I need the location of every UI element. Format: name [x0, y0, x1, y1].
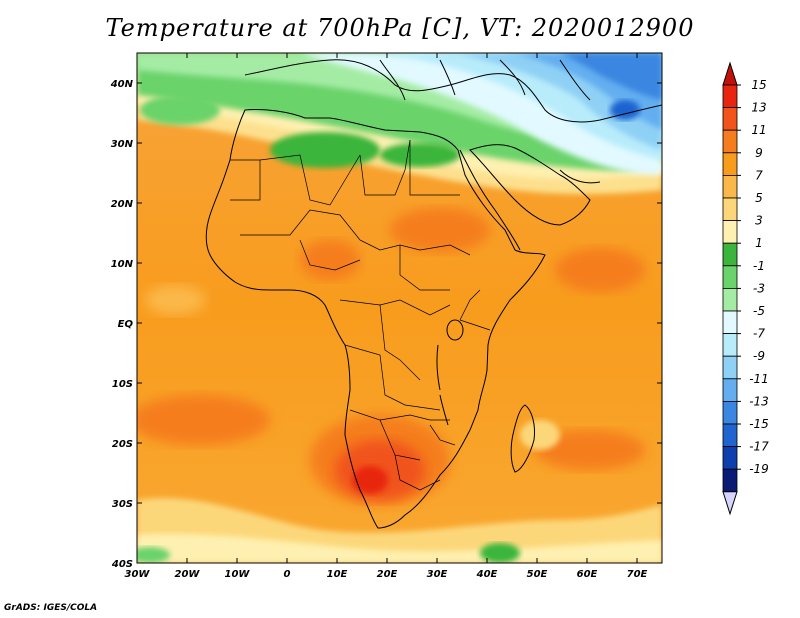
colorbar-swatch: [722, 129, 738, 154]
lat-tick-label: 20N: [111, 199, 134, 210]
colorbar-label: -3: [753, 281, 765, 295]
colorbar: 15 13 11 9 7 5 3 1 -1 -3 -5 -7 -9 -11 -13 -15 -17 -19: [722, 61, 769, 516]
lon-tick-label: 20W: [175, 569, 201, 580]
colorbar-bottom-arrow: [722, 491, 738, 516]
colorbar-label: 9: [755, 146, 763, 160]
colorbar-swatch: [722, 378, 738, 402]
colorbar-swatch: [722, 287, 738, 312]
colorbar-swatch: [722, 174, 738, 199]
colorbar-label: -13: [749, 394, 769, 408]
lat-tick-label: 40N: [110, 79, 134, 90]
colorbar-label: -17: [749, 440, 769, 454]
latitude-axis: 40N 30N 20N 10N EQ 10S 20S 30S 40S: [110, 79, 662, 570]
lat-tick-label: EQ: [118, 319, 134, 330]
lat-tick-label: 20S: [112, 439, 133, 450]
lat-tick-label: 40S: [111, 559, 133, 570]
colorbar-swatch: [722, 242, 738, 267]
lon-tick-label: 0: [284, 569, 291, 580]
colorbar-label: -11: [749, 372, 769, 386]
lon-tick-label: 50E: [527, 569, 548, 580]
lon-tick-label: 70E: [627, 569, 648, 580]
colorbar-label: -7: [753, 327, 765, 341]
colorbar-top-arrow: [722, 61, 738, 86]
colorbar-swatch: [722, 310, 738, 335]
colorbar-swatch: [722, 197, 738, 222]
map-frame: [136, 52, 663, 564]
colorbar-label: 5: [755, 191, 763, 205]
colorbar-label: 3: [755, 214, 763, 228]
colorbar-label: -9: [753, 349, 765, 363]
colorbar-swatch: [722, 400, 738, 425]
colorbar-swatch: [722, 446, 738, 470]
credit-text: GrADS: IGES/COLA: [4, 603, 98, 613]
colorbar-label: -19: [749, 462, 769, 476]
lon-tick-label: 10W: [225, 569, 251, 580]
colorbar-swatch: [722, 265, 738, 289]
map-title: Temperature at 700hPa [C], VT: 202001290…: [105, 14, 695, 42]
europe-coastline: [244, 59, 662, 123]
temperature-field: [137, 53, 662, 563]
lon-tick-label: 40E: [476, 569, 498, 580]
colorbar-swatch: [722, 220, 738, 244]
coastlines: [205, 59, 662, 529]
lat-tick-label: 10N: [111, 259, 134, 270]
colorbar-label: -1: [753, 259, 765, 273]
lon-tick-label: 20E: [377, 569, 398, 580]
colorbar-swatch: [722, 333, 738, 357]
colorbar-label: -5: [753, 304, 765, 318]
colorbar-swatch: [722, 84, 738, 109]
colorbar-label: -15: [749, 417, 769, 431]
lat-tick-label: 30S: [112, 499, 133, 510]
lon-tick-label: 30W: [125, 569, 151, 580]
colorbar-swatch: [722, 468, 738, 493]
longitude-axis: 30W 20W 10W 0 10E 20E 30E 40E 50E 60E 70E: [125, 53, 648, 580]
colorbar-label: 7: [755, 168, 763, 182]
colorbar-label: 13: [751, 101, 766, 115]
lon-tick-label: 60E: [577, 569, 598, 580]
colorbar-swatch: [722, 107, 738, 131]
lon-tick-label: 30E: [427, 569, 448, 580]
lon-tick-label: 10E: [327, 569, 348, 580]
arabia-coastline: [469, 144, 591, 226]
colorbar-swatch: [722, 152, 738, 176]
country-borders: [230, 139, 491, 491]
colorbar-label: 1: [755, 236, 763, 250]
colorbar-swatch: [722, 355, 738, 380]
colorbar-label: 15: [751, 78, 766, 92]
africa-coastline: [205, 109, 546, 529]
colorbar-swatch: [722, 423, 738, 448]
colorbar-label: 11: [751, 123, 766, 137]
madagascar-coastline: [510, 404, 535, 473]
lat-tick-label: 10S: [112, 379, 133, 390]
lat-tick-label: 30N: [111, 139, 134, 150]
